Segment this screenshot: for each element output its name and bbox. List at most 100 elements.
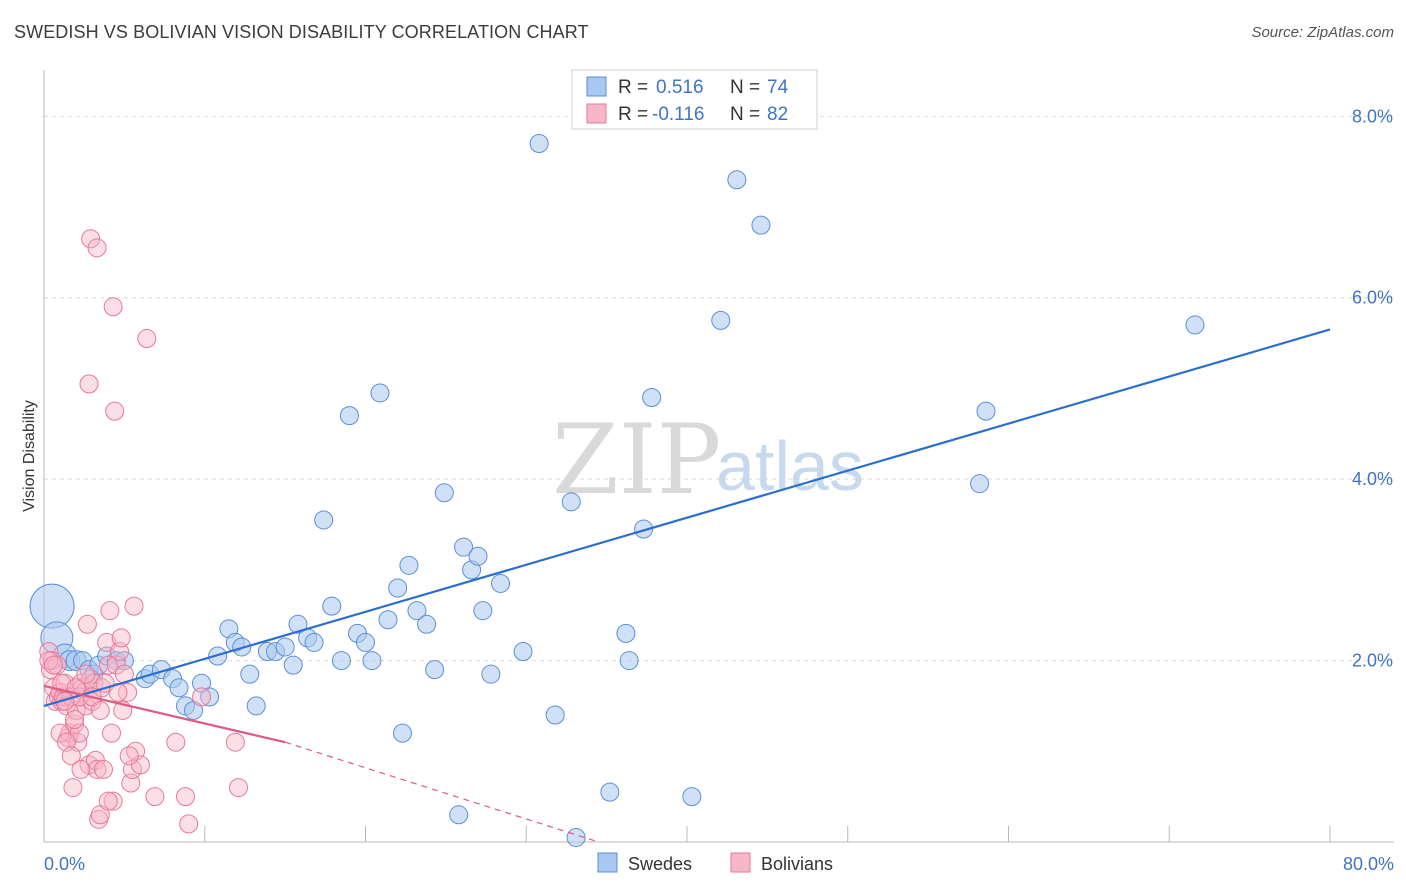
bolivians-points xyxy=(39,229,249,834)
swedes-point xyxy=(616,623,636,643)
swedes-point xyxy=(561,492,581,512)
legend-r-label: R = xyxy=(618,77,648,98)
bolivians-point xyxy=(124,596,144,616)
swedes-point xyxy=(600,782,620,802)
bolivians-point xyxy=(137,329,157,349)
swedes-point xyxy=(491,573,511,593)
chart-title: SWEDISH VS BOLIVIAN VISION DISABILITY CO… xyxy=(14,22,589,42)
legend-r-label: R = xyxy=(618,104,648,125)
swedes-point xyxy=(407,601,427,621)
bottom-legend-bolivians: Bolivians xyxy=(761,854,833,874)
swedes-point xyxy=(322,596,342,616)
bolivians-point xyxy=(121,773,141,793)
bolivians-point xyxy=(105,401,125,421)
y-tick-label: 2.0% xyxy=(1352,651,1393,671)
bolivians-point xyxy=(175,787,195,807)
swedes-point xyxy=(449,805,469,825)
swedes-point xyxy=(388,578,408,598)
swedes-point xyxy=(634,519,654,539)
swedes-point xyxy=(288,614,308,634)
swedes-points xyxy=(29,134,1205,847)
bolivians-point xyxy=(229,778,249,798)
swedes-point xyxy=(314,510,334,530)
legend-n-label: N = xyxy=(730,77,760,98)
legend-swatch-swedes xyxy=(586,76,607,97)
legend-box: R = 0.516 N = 74 R = -0.116 N = 82 xyxy=(571,69,818,130)
bolivians-point xyxy=(119,746,139,766)
bolivians-point xyxy=(166,732,186,752)
watermark-atlas: atlas xyxy=(716,427,864,505)
swedes-point xyxy=(619,651,639,671)
bolivians-point xyxy=(71,759,91,779)
legend-swatch-bolivians xyxy=(586,103,607,124)
bolivians-point xyxy=(110,642,130,661)
bolivians-point xyxy=(65,714,85,734)
swedes-point xyxy=(545,705,565,725)
bolivians-point xyxy=(63,778,83,798)
swedes-point xyxy=(468,546,488,566)
bolivians-point xyxy=(65,710,85,730)
bolivians-point xyxy=(93,759,113,779)
bolivians-point xyxy=(192,687,212,707)
swedes-point xyxy=(751,215,771,235)
y-tick-label: 6.0% xyxy=(1352,288,1393,308)
bottom-legend-swatch-swedes xyxy=(597,852,618,873)
bolivians-point xyxy=(44,655,64,675)
swedes-point xyxy=(29,583,75,629)
legend-n-label: N = xyxy=(730,104,760,125)
swedes-point xyxy=(970,474,990,494)
swedes-point xyxy=(362,651,382,671)
swedes-point xyxy=(417,614,437,634)
swedes-point xyxy=(246,696,266,716)
bottom-legend-swedes: Swedes xyxy=(628,854,692,874)
bolivians-point xyxy=(87,238,107,258)
swedes-point xyxy=(473,601,493,621)
legend-r-value: 0.516 xyxy=(656,77,704,98)
swedes-point xyxy=(240,664,260,684)
bolivians-point xyxy=(97,632,117,652)
swedes-point xyxy=(481,664,501,684)
bolivians-point xyxy=(98,655,118,675)
watermark: ZIP atlas xyxy=(552,404,864,516)
bolivians-point xyxy=(87,759,107,779)
bolivians-point xyxy=(52,673,72,693)
swedes-trendline xyxy=(43,328,1331,707)
y-tick-labels: 2.0% 4.0% 6.0% 8.0% xyxy=(1352,106,1393,670)
bottom-legend-swatch-bolivians xyxy=(730,852,751,873)
swedes-point xyxy=(378,610,398,630)
swedes-point xyxy=(529,134,549,153)
swedes-point xyxy=(392,723,412,743)
bolivians-point xyxy=(179,814,199,834)
swedes-point xyxy=(1185,315,1205,335)
chart-source: Source: ZipAtlas.com xyxy=(1251,24,1394,41)
y-axis-label: Vision Disability xyxy=(21,400,38,512)
swedes-point xyxy=(169,678,189,698)
swedes-point xyxy=(711,310,731,330)
swedes-point xyxy=(339,406,359,426)
x-ticks xyxy=(204,826,1331,842)
bolivians-point xyxy=(100,601,120,621)
legend-frame xyxy=(571,69,818,130)
bolivians-point xyxy=(77,614,97,634)
swedes-point xyxy=(682,787,702,807)
bolivians-point xyxy=(111,628,131,648)
swedes-point xyxy=(976,401,996,421)
swedes-point xyxy=(200,687,220,707)
legend-r-value: -0.116 xyxy=(652,104,704,125)
watermark-zip: ZIP xyxy=(552,404,721,516)
bolivians-point xyxy=(61,746,81,766)
trendlines xyxy=(43,328,1331,843)
swedes-point xyxy=(331,651,351,671)
x-tick-label-min: 0.0% xyxy=(44,854,85,874)
swedes-point xyxy=(513,642,533,661)
bolivians-trendline-extension xyxy=(284,741,599,843)
y-tick-label: 4.0% xyxy=(1352,469,1393,489)
bottom-legend: Swedes Bolivians xyxy=(597,852,833,874)
bolivians-point xyxy=(103,791,123,811)
bolivians-point xyxy=(76,664,96,684)
bolivians-point xyxy=(103,297,123,317)
swedes-point xyxy=(454,537,474,557)
swedes-point xyxy=(304,632,324,652)
swedes-point xyxy=(642,388,662,407)
